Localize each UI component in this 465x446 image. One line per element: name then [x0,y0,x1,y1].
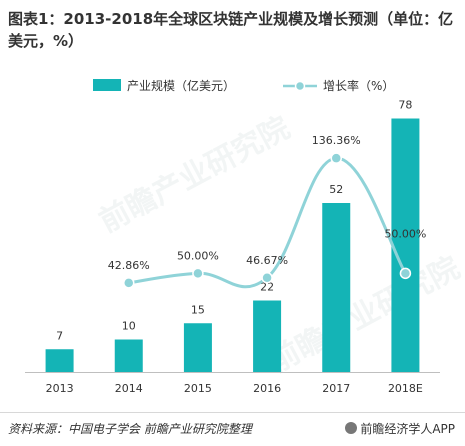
brand-text: 前瞻经济学人APP [360,422,455,436]
x-tick-label: 2017 [322,382,350,395]
bar [253,300,282,372]
bar-value-label: 10 [122,320,136,333]
growth-line [128,156,407,289]
growth-marker [192,267,204,280]
bar [114,339,143,372]
legend-bar-swatch [93,79,121,91]
x-tick-label: 2013 [46,382,74,395]
x-tick-label: 2014 [115,382,143,395]
growth-marker [399,267,412,280]
x-tick-label: 2016 [253,382,281,395]
footer: 资料来源：中国电子学会 前瞻产业研究院整理 前瞻经济学人APP [0,412,465,446]
bar-value-label: 78 [398,99,412,112]
legend-line-label: 增长率（%） [323,79,395,93]
bar-value-label: 15 [191,303,205,316]
bar-value-label: 22 [260,281,274,294]
x-tick-label: 2018E [388,382,423,395]
growth-value-label: 42.86% [108,259,150,272]
growth-marker [261,272,273,284]
growth-value-label: 136.36% [312,134,361,147]
growth-marker [123,277,135,289]
legend-line-swatch [283,80,317,92]
growth-value-label: 50.00% [177,249,219,262]
growth-marker [330,152,342,164]
source-note: 资料来源：中国电子学会 前瞻产业研究院整理 [8,422,252,436]
x-tick-label: 2015 [184,382,212,395]
chart-title: 图表1：2013-2018年全球区块链产业规模及增长预测（单位：亿美元，%） [8,10,454,50]
bar-value-label: 7 [56,329,63,342]
bar [183,323,212,372]
bar-value-label: 52 [329,183,343,196]
growth-value-label: 50.00% [384,227,426,240]
bar [322,203,351,372]
bar [391,118,420,372]
bar [45,349,74,372]
brand-logo-icon [345,422,358,434]
chart-legend: 产业规模（亿美元） 增长率（%） [0,76,465,96]
legend-bar-label: 产业规模（亿美元） [127,79,236,93]
brand-label: 前瞻经济学人APP [345,420,455,437]
growth-value-label: 46.67% [246,254,288,267]
